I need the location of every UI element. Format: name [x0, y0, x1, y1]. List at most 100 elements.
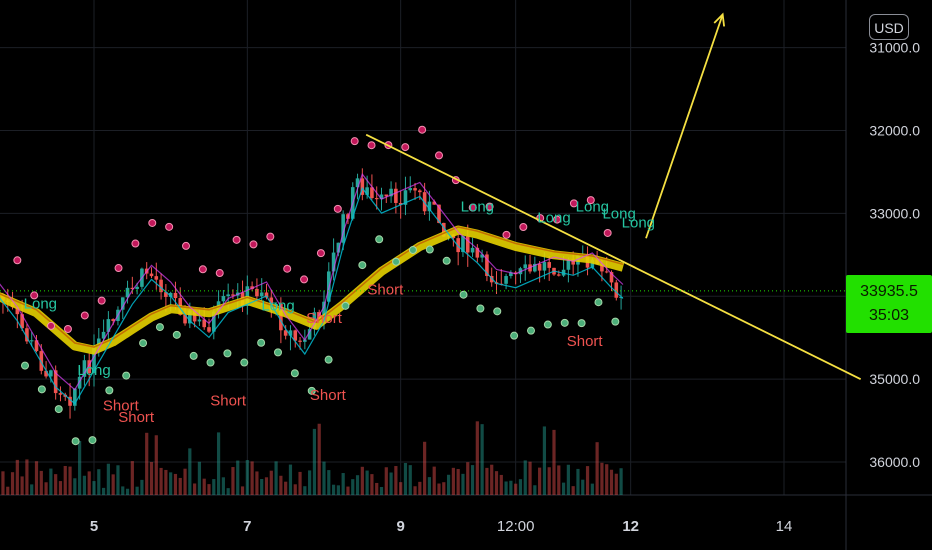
candle-body: [82, 360, 87, 377]
volume-bar: [557, 465, 561, 495]
volume-bar: [375, 482, 379, 495]
pivot-high-marker: [232, 235, 241, 244]
volume-bar: [461, 473, 465, 495]
candle-body: [604, 271, 609, 273]
candle-body: [188, 310, 192, 324]
pivot-high-marker: [114, 264, 123, 273]
volume-bar: [216, 432, 221, 495]
current-price: 33935.5: [860, 283, 918, 300]
volume-bar: [379, 486, 384, 495]
volume-bar: [269, 470, 273, 495]
currency-button[interactable]: USD: [869, 14, 909, 40]
pivot-high-marker: [553, 215, 562, 224]
candle-body: [441, 222, 446, 237]
volume-bar: [101, 487, 106, 495]
candle-body: [533, 263, 537, 272]
pivot-low-marker: [611, 317, 620, 326]
volume-bar: [566, 464, 570, 495]
candle-body: [111, 319, 115, 321]
volume-bar: [595, 442, 599, 495]
candle-body: [226, 294, 230, 297]
candle-body: [307, 329, 312, 340]
candle-body: [413, 188, 417, 191]
volume-bar: [279, 475, 283, 495]
drawing-overlays[interactable]: [0, 12, 862, 380]
volume-bar: [312, 428, 317, 495]
price-axis-label: 36000.0: [869, 454, 920, 470]
volume-bar: [470, 465, 475, 495]
candle-body: [259, 292, 264, 297]
volume-bar: [413, 486, 417, 495]
time-axis[interactable]: 5 7 9 12:00 12 14: [90, 518, 793, 535]
time-axis-label: 7: [243, 518, 251, 535]
pivot-low-marker: [476, 304, 485, 313]
short-signal-label: Short: [367, 282, 404, 299]
volume-bar: [188, 448, 192, 495]
volume-bar: [389, 472, 393, 495]
short-signal-label: Short: [310, 387, 347, 404]
pivot-high-marker: [418, 125, 427, 134]
volume-bar: [97, 469, 101, 495]
candle-body: [403, 190, 408, 205]
volume-bar: [619, 468, 623, 495]
volume-bar: [466, 462, 470, 495]
long-signal-label: Long: [24, 296, 57, 313]
volume-bar: [518, 479, 523, 495]
signal-labels: LongLongLongLongLongLongLongLongShortSho…: [24, 199, 655, 426]
candle-body: [211, 311, 216, 332]
volume-bar: [331, 484, 336, 495]
pivot-low-marker: [139, 339, 148, 348]
volume-bar: [341, 473, 345, 495]
pivot-high-marker: [519, 222, 528, 231]
short-signal-label: Short: [306, 310, 343, 327]
volume-bar: [303, 486, 307, 495]
volume-bar: [365, 470, 369, 495]
pivot-high-marker: [249, 240, 258, 249]
volume-bar: [480, 424, 484, 495]
volume-bar: [130, 461, 134, 495]
price-axis-label: 33000.0: [869, 205, 920, 221]
volume-bar: [6, 486, 10, 495]
volume-bar: [475, 421, 479, 495]
volume-bar: [509, 480, 513, 495]
pivot-high-marker: [80, 311, 89, 320]
long-signal-label: Long: [602, 205, 635, 222]
volume-bar: [581, 479, 585, 495]
candle-body: [202, 319, 207, 328]
long-signal-label: Long: [622, 214, 655, 231]
volume-bar: [360, 466, 364, 495]
candle-body: [355, 178, 360, 188]
candle-body: [523, 264, 528, 269]
volume-bar: [145, 432, 149, 495]
ema-line-orange: [0, 226, 624, 348]
volume-bar: [605, 464, 609, 495]
pivot-low-marker: [257, 338, 266, 347]
volume-bar: [403, 462, 408, 495]
price-axis-label: 31000.0: [869, 40, 920, 56]
projection-arrow-head: [713, 12, 725, 27]
ema-band: [0, 172, 625, 405]
volume-bar: [58, 481, 63, 495]
pivot-low-marker: [223, 349, 232, 358]
candle-body: [614, 282, 619, 298]
pivot-high-marker: [47, 321, 56, 330]
current-price-tag: 33935.5 35:03: [846, 275, 932, 333]
candle-body: [92, 346, 96, 374]
candle-body: [509, 272, 513, 277]
pivot-high-marker: [569, 199, 578, 208]
volume-bar: [423, 441, 427, 495]
pivot-high-marker: [401, 143, 410, 152]
candle-body: [298, 340, 302, 342]
volume-bar: [336, 485, 340, 495]
candle-body: [547, 262, 552, 268]
candle-body: [456, 238, 460, 253]
candle-body: [173, 292, 178, 299]
volume-bar: [193, 483, 197, 495]
volume-bar: [231, 467, 235, 495]
candle-body: [475, 247, 480, 258]
volume-bar: [111, 474, 115, 495]
volume-bars: [1, 421, 623, 495]
candle-body: [164, 292, 168, 297]
